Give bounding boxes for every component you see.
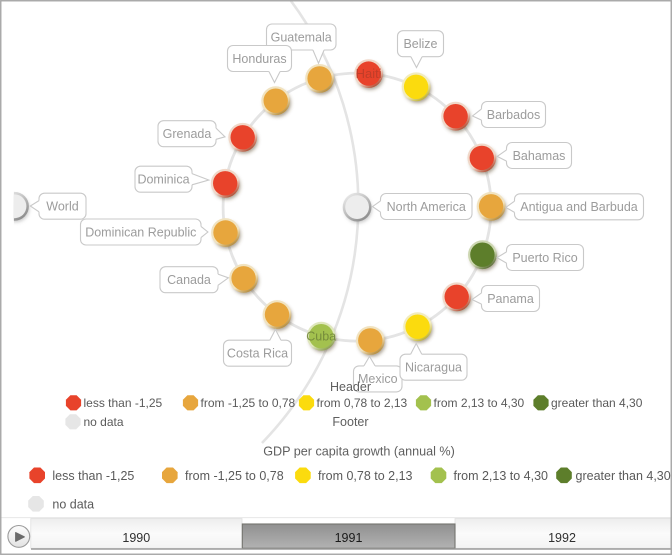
svg-text:Footer: Footer (332, 415, 368, 429)
svg-text:from -1,25 to 0,78: from -1,25 to 0,78 (201, 396, 296, 410)
svg-text:from 0,78 to 2,13: from 0,78 to 2,13 (317, 396, 408, 410)
svg-text:Header: Header (330, 380, 371, 394)
svg-text:less than -1,25: less than -1,25 (84, 396, 163, 410)
svg-text:Antigua and Barbuda: Antigua and Barbuda (520, 200, 638, 214)
svg-text:World: World (46, 200, 78, 214)
svg-text:GDP per capita growth (annual: GDP per capita growth (annual %) (263, 445, 455, 459)
svg-text:greater than 4,30: greater than 4,30 (576, 469, 671, 483)
svg-text:Bahamas: Bahamas (513, 149, 566, 163)
svg-text:1991: 1991 (335, 531, 363, 545)
svg-text:Haiti: Haiti (356, 66, 382, 81)
svg-text:Grenada: Grenada (163, 127, 212, 141)
svg-text:Dominica: Dominica (137, 173, 189, 187)
svg-text:Puerto Rico: Puerto Rico (512, 251, 577, 265)
svg-text:North America: North America (387, 200, 466, 214)
svg-text:from 0,78 to 2,13: from 0,78 to 2,13 (318, 469, 413, 483)
svg-text:from 2,13 to 4,30: from 2,13 to 4,30 (434, 396, 525, 410)
svg-text:Costa Rica: Costa Rica (227, 347, 288, 361)
svg-text:Guatemala: Guatemala (271, 30, 332, 44)
svg-text:Nicaragua: Nicaragua (405, 361, 462, 375)
svg-text:1992: 1992 (548, 531, 576, 545)
svg-text:no data: no data (52, 497, 94, 511)
svg-text:no data: no data (84, 415, 124, 429)
svg-text:Honduras: Honduras (232, 52, 286, 66)
svg-text:1990: 1990 (122, 531, 150, 545)
svg-text:Canada: Canada (167, 273, 211, 287)
svg-text:less than -1,25: less than -1,25 (52, 469, 134, 483)
svg-text:from -1,25 to 0,78: from -1,25 to 0,78 (185, 469, 284, 483)
svg-text:Mexico: Mexico (358, 372, 398, 386)
svg-text:Panama: Panama (487, 292, 534, 306)
svg-text:from 2,13 to 4,30: from 2,13 to 4,30 (454, 469, 549, 483)
svg-text:Barbados: Barbados (487, 108, 541, 122)
svg-text:greater than 4,30: greater than 4,30 (551, 396, 643, 410)
svg-text:Belize: Belize (403, 37, 437, 51)
svg-text:Dominican Republic: Dominican Republic (85, 225, 196, 239)
svg-text:Cuba: Cuba (306, 330, 336, 344)
